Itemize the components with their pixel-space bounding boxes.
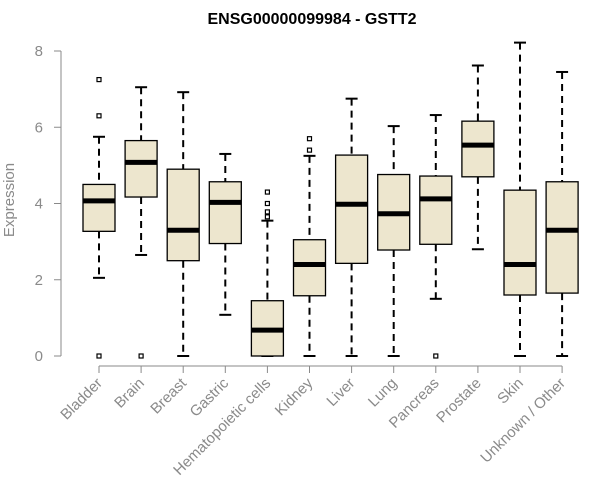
box-iqr xyxy=(461,120,495,178)
box-iqr xyxy=(503,189,537,296)
box-skin xyxy=(503,41,537,357)
x-tick-label: Prostate xyxy=(433,375,485,427)
box-iqr xyxy=(334,154,369,265)
x-tick-label: Bladder xyxy=(57,375,106,424)
box-hematopoietic-cells xyxy=(250,189,285,357)
outlier-point xyxy=(138,353,144,359)
x-tick-label: Kidney xyxy=(272,374,317,419)
box-iqr xyxy=(419,175,453,245)
y-axis-label: Expression xyxy=(1,163,18,237)
y-tick-label: 2 xyxy=(35,272,43,289)
y-tick-label: 6 xyxy=(35,119,43,136)
outlier-point xyxy=(306,147,313,153)
box-iqr xyxy=(166,168,200,262)
outlier-point xyxy=(96,113,102,119)
box-gastric xyxy=(208,152,242,316)
box-liver xyxy=(334,97,369,357)
x-tick-label: Skin xyxy=(494,375,527,408)
box-lung xyxy=(377,125,411,357)
x-tick-label: Breast xyxy=(147,374,190,417)
x-tick-label: Lung xyxy=(365,375,401,411)
y-tick-label: 8 xyxy=(35,43,43,60)
box-iqr xyxy=(208,181,242,245)
outlier-point xyxy=(306,136,313,142)
box-brain xyxy=(124,86,158,359)
box-prostate xyxy=(461,64,495,251)
outlier-point xyxy=(264,189,270,195)
box-bladder xyxy=(82,76,116,359)
box-breast xyxy=(166,91,200,357)
box-iqr xyxy=(545,181,579,294)
box-iqr xyxy=(82,183,116,232)
boxes xyxy=(82,41,579,359)
outlier-point xyxy=(96,353,102,359)
outlier-point xyxy=(264,209,270,215)
y-tick-label: 4 xyxy=(35,196,43,213)
outlier-point xyxy=(264,214,270,220)
chart-title: ENSG00000099984 - GSTT2 xyxy=(207,11,416,28)
box-iqr xyxy=(124,139,158,198)
x-tick-label: Brain xyxy=(111,375,148,412)
x-tick-label: Liver xyxy=(323,375,358,410)
outlier-point xyxy=(433,353,439,359)
box-iqr xyxy=(292,239,327,297)
outlier-point xyxy=(96,76,102,83)
y-axis: 0 2 4 6 8 xyxy=(35,43,62,365)
box-kidney xyxy=(292,136,327,357)
box-pancreas xyxy=(419,114,453,359)
box-unknown-other xyxy=(545,70,579,357)
y-tick-label: 0 xyxy=(35,348,43,365)
outlier-point xyxy=(264,200,270,207)
